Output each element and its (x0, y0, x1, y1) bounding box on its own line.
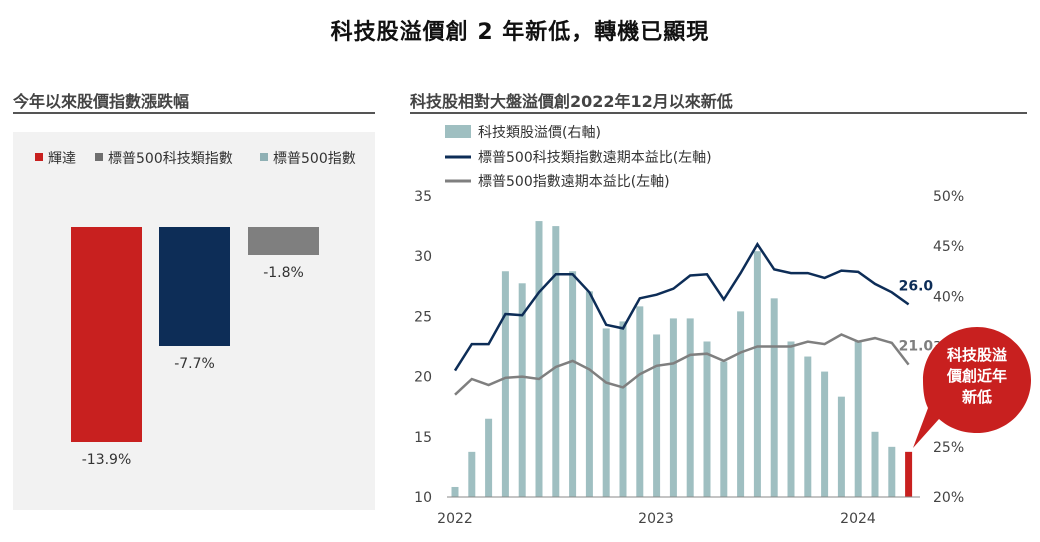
bar-tech-index (159, 227, 230, 347)
x-axis-tick: 2024 (840, 511, 876, 527)
legend-swatch (95, 153, 103, 161)
premium-bar (871, 431, 879, 497)
callout-bubble (913, 327, 1031, 448)
bar-label-tech-index: -7.7% (174, 356, 215, 373)
premium-bar (485, 418, 493, 497)
right-chart-title: 科技股相對大盤溢價創2022年12月以來新低 (410, 92, 733, 111)
right-title-rule (410, 112, 1027, 114)
premium-bar (770, 298, 778, 497)
right-axis-tick: 20% (933, 490, 964, 506)
premium-bar (585, 291, 593, 497)
legend-label: 標普500指數 (273, 151, 356, 167)
premium-bar (703, 341, 711, 497)
premium-bar (636, 306, 644, 497)
premium-bar (669, 318, 677, 497)
premium-bar (888, 446, 896, 497)
left-axis-tick: 15 (414, 430, 432, 446)
left-axis-tick: 30 (414, 249, 432, 265)
legend-item-spx: 標普500指數 (260, 148, 356, 168)
premium-bar (653, 334, 661, 497)
label-spx-pe-latest: 21.0 (899, 339, 934, 355)
premium-bar (854, 341, 862, 497)
line-spx-pe (454, 333, 910, 396)
premium-bar (468, 451, 476, 497)
legend-label: 輝達 (48, 151, 76, 167)
line-tech-pe (453, 241, 910, 372)
premium-bar (837, 396, 845, 497)
premium-bar (720, 361, 728, 497)
label-tech-pe-latest: 26.0 (899, 278, 934, 294)
left-chart-title: 今年以來股價指數漲跌幅 (13, 92, 190, 111)
premium-bar (804, 356, 812, 497)
premium-bar (552, 226, 560, 497)
left-axis-tick: 35 (414, 189, 432, 205)
legend-label: 標普500科技類指數 (108, 151, 233, 167)
left-chart-area: 輝達 標普500科技類指數 標普500指數 -13.9% -7.7% -1.8% (13, 132, 375, 510)
bar-label-nvidia: -13.9% (81, 452, 132, 469)
premium-bar (737, 311, 745, 497)
premium-bar (905, 451, 913, 497)
premium-bar (787, 341, 795, 497)
left-title-rule (13, 112, 375, 114)
bar-label-spx: -1.8% (263, 264, 304, 281)
legend-item-tech-index: 標普500科技類指數 (95, 148, 233, 168)
callout-line-1: 科技股溢 (947, 346, 1007, 364)
legend-label-tech-pe: 標普500科技類指數遠期本益比(左軸) (478, 150, 712, 166)
bar-nvidia (71, 227, 142, 443)
right-axis-tick: 50% (933, 189, 964, 205)
right-axis-tick: 25% (933, 440, 964, 456)
callout-line-2: 價創近年 (946, 367, 1007, 385)
x-axis-tick: 2022 (437, 511, 473, 527)
legend-swatch (260, 153, 268, 161)
premium-bar (686, 318, 694, 497)
left-axis-tick: 20 (414, 370, 432, 386)
x-axis-tick: 2023 (638, 511, 674, 527)
right-axis-tick: 45% (933, 239, 964, 255)
premium-bar (619, 321, 627, 497)
premium-bar (451, 486, 459, 497)
legend-label-premium: 科技類股溢價(右軸) (478, 124, 601, 141)
legend-item-nvidia: 輝達 (35, 148, 76, 168)
legend-label-spx-pe: 標普500指數遠期本益比(左軸) (478, 174, 670, 190)
premium-bar (753, 251, 761, 497)
premium-bar (602, 328, 610, 497)
page-title: 科技股溢價創 2 年新低，轉機已顯現 (330, 20, 710, 45)
premium-bar (518, 283, 526, 497)
legend-swatch (35, 153, 43, 161)
premium-bar (535, 221, 543, 498)
callout-line-3: 新低 (962, 388, 992, 406)
right-axis-tick: 40% (933, 289, 964, 305)
left-axis-tick: 25 (414, 309, 432, 325)
left-axis-tick: 10 (414, 490, 432, 506)
legend-swatch-premium (445, 125, 471, 138)
premium-bar (821, 371, 829, 497)
premium-bar (501, 271, 509, 497)
premium-bar (569, 271, 577, 497)
bar-spx (248, 227, 319, 255)
